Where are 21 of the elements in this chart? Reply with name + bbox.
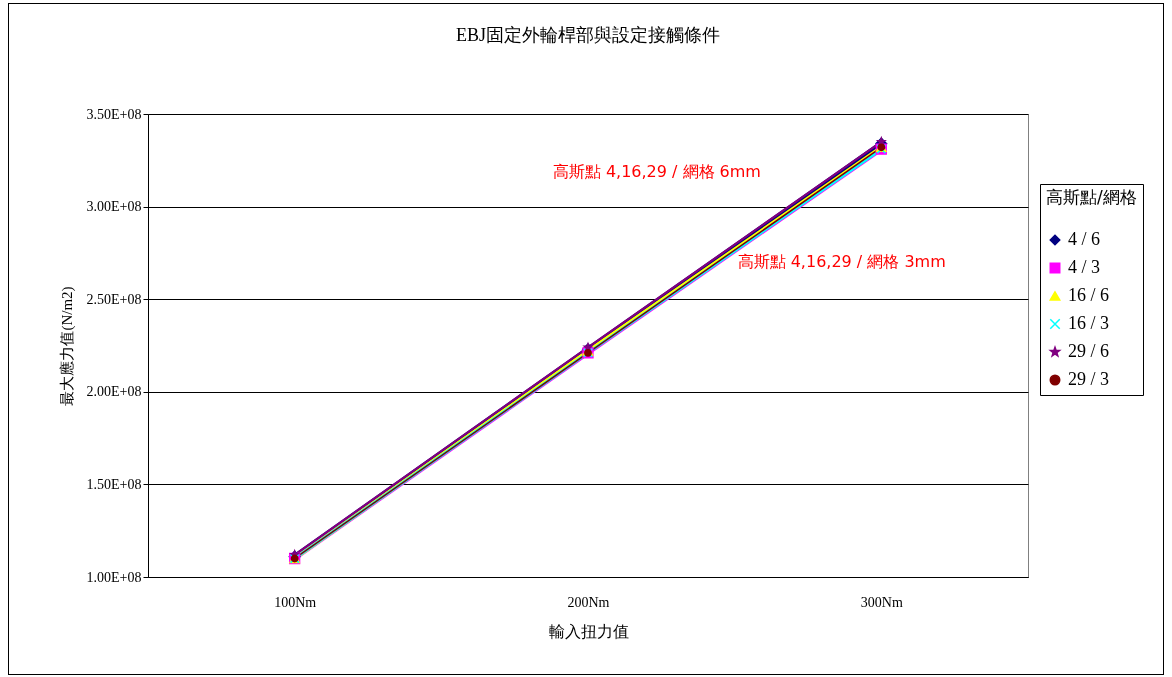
x-axis-title: 輸入扭力值 xyxy=(548,622,629,640)
x-tick-label: 200Nm xyxy=(567,594,610,610)
annotation: 高斯點 4,16,29 / 網格 3mm xyxy=(737,252,946,272)
legend-title: 高斯點/網格 xyxy=(1046,187,1137,207)
annotation: 高斯點 4,16,29 / 網格 6mm xyxy=(552,161,761,181)
x-tick-label: 300Nm xyxy=(860,594,903,610)
y-tick-label: 1.50E+08 xyxy=(86,476,142,492)
legend-label: 16 / 6 xyxy=(1068,285,1110,305)
y-tick-label: 2.50E+08 xyxy=(86,291,142,307)
y-tick-label: 2.00E+08 xyxy=(86,384,142,400)
y-tick-label: 3.50E+08 xyxy=(86,106,142,122)
y-tick-label: 3.00E+08 xyxy=(86,199,142,215)
legend-label: 29 / 6 xyxy=(1068,341,1110,361)
legend-label: 4 / 3 xyxy=(1068,257,1101,277)
legend-label: 16 / 3 xyxy=(1068,313,1110,333)
legend-label: 29 / 3 xyxy=(1068,369,1110,389)
x-tick-label: 100Nm xyxy=(274,594,317,610)
y-axis-title: 最大應力值(N/m2) xyxy=(58,286,76,406)
y-tick-label: 1.00E+08 xyxy=(86,569,142,585)
chart-title: EBJ固定外輪桿部與設定接觸條件 xyxy=(455,25,721,45)
legend-label: 4 / 6 xyxy=(1068,229,1101,249)
